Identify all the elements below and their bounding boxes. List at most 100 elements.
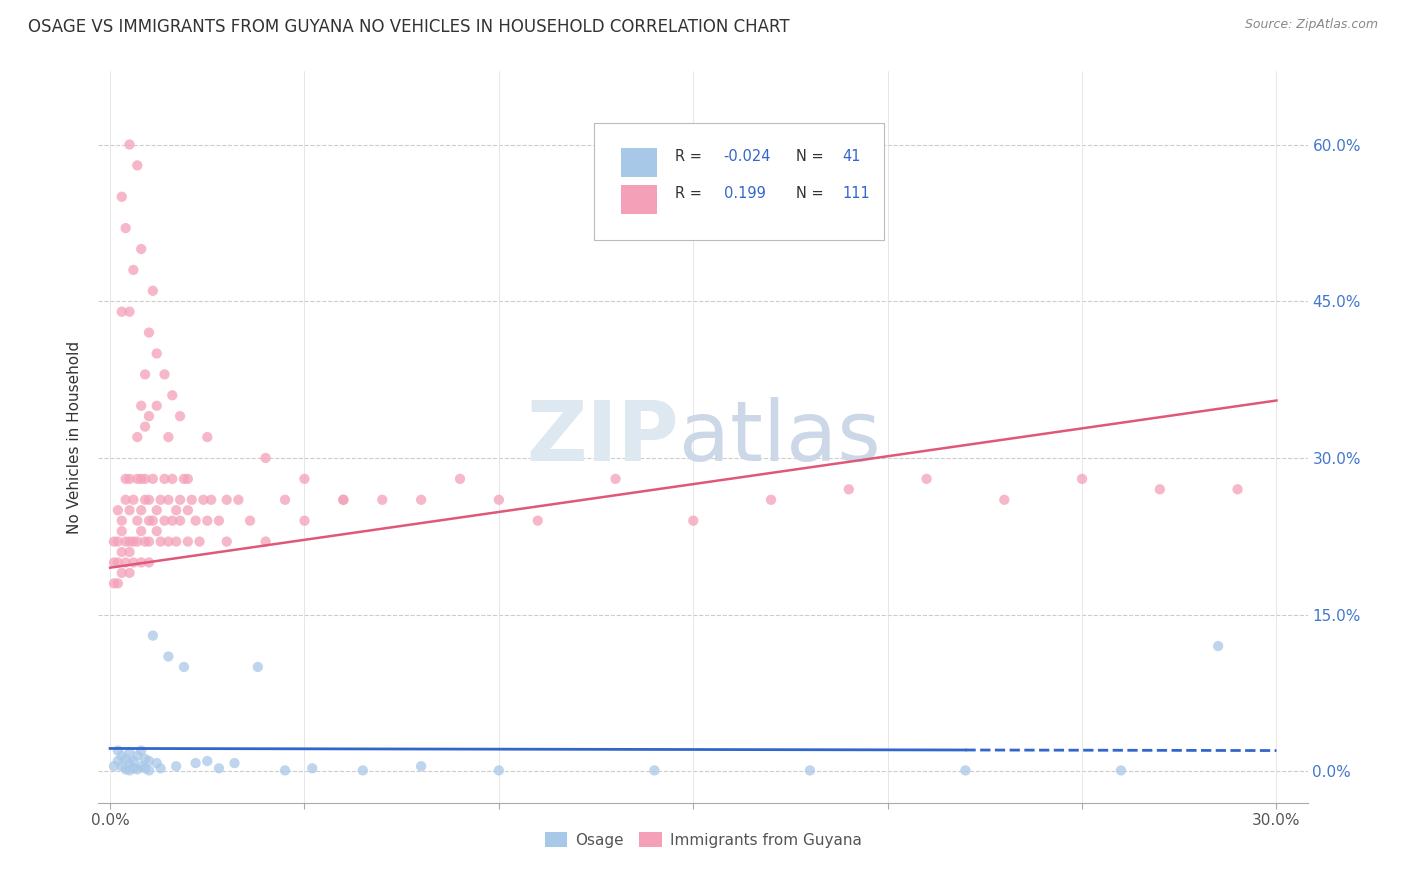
Text: N =: N = <box>796 186 824 201</box>
Point <box>643 764 665 778</box>
Point <box>1071 472 1094 486</box>
Point <box>352 764 374 778</box>
Point <box>153 368 176 382</box>
Point <box>134 761 156 775</box>
Point <box>145 346 167 360</box>
FancyBboxPatch shape <box>621 185 657 214</box>
Point <box>129 759 152 773</box>
Point <box>127 534 149 549</box>
FancyBboxPatch shape <box>621 148 657 178</box>
Point <box>526 514 548 528</box>
Point <box>488 764 510 778</box>
Point <box>142 629 165 643</box>
Point <box>127 158 149 172</box>
Point <box>838 483 860 497</box>
Text: 0.199: 0.199 <box>724 186 765 201</box>
Text: 111: 111 <box>842 186 870 201</box>
Point <box>1109 764 1132 778</box>
Point <box>114 752 136 766</box>
Point <box>195 514 218 528</box>
Point <box>759 492 782 507</box>
Point <box>138 534 160 549</box>
Point <box>165 503 187 517</box>
Point <box>134 752 156 766</box>
Point <box>208 514 231 528</box>
Point <box>122 492 145 507</box>
Text: R =: R = <box>675 150 702 164</box>
Point <box>153 472 176 486</box>
Point <box>157 430 180 444</box>
Point <box>254 450 277 465</box>
Point <box>274 764 297 778</box>
Point <box>169 514 191 528</box>
Point <box>118 472 141 486</box>
Text: OSAGE VS IMMIGRANTS FROM GUYANA NO VEHICLES IN HOUSEHOLD CORRELATION CHART: OSAGE VS IMMIGRANTS FROM GUYANA NO VEHIC… <box>28 18 790 36</box>
Point <box>188 534 211 549</box>
Point <box>228 492 250 507</box>
Point <box>142 472 165 486</box>
Point <box>799 764 821 778</box>
Point <box>111 514 134 528</box>
Point <box>114 492 136 507</box>
Point <box>157 492 180 507</box>
Point <box>118 566 141 580</box>
Point <box>411 759 433 773</box>
Point <box>107 556 129 570</box>
Point <box>138 514 160 528</box>
Point <box>239 514 262 528</box>
Point <box>111 190 134 204</box>
Point <box>157 534 180 549</box>
Point <box>114 221 136 235</box>
FancyBboxPatch shape <box>595 122 884 240</box>
Point <box>488 492 510 507</box>
Point <box>122 263 145 277</box>
Point <box>127 748 149 763</box>
Point <box>915 472 938 486</box>
Point <box>605 472 627 486</box>
Point <box>103 556 125 570</box>
Point <box>169 492 191 507</box>
Point <box>301 761 323 775</box>
Point <box>682 514 704 528</box>
Point <box>111 545 134 559</box>
Point <box>134 492 156 507</box>
Text: -0.024: -0.024 <box>724 150 770 164</box>
Point <box>1226 483 1249 497</box>
Point <box>111 304 134 318</box>
Point <box>200 492 222 507</box>
Point <box>177 534 200 549</box>
Point <box>149 761 172 775</box>
Point <box>173 660 195 674</box>
Point <box>127 430 149 444</box>
Point <box>129 503 152 517</box>
Point <box>118 137 141 152</box>
Point <box>215 534 238 549</box>
Text: ZIP: ZIP <box>526 397 679 477</box>
Point <box>177 503 200 517</box>
Point <box>118 756 141 770</box>
Point <box>332 492 354 507</box>
Point <box>162 388 184 402</box>
Point <box>274 492 297 507</box>
Point <box>142 514 165 528</box>
Point <box>184 514 207 528</box>
Text: Source: ZipAtlas.com: Source: ZipAtlas.com <box>1244 18 1378 31</box>
Y-axis label: No Vehicles in Household: No Vehicles in Household <box>67 341 83 533</box>
Point <box>138 409 160 424</box>
Point <box>411 492 433 507</box>
Point <box>129 242 152 256</box>
Point <box>955 764 977 778</box>
Point <box>134 534 156 549</box>
Text: atlas: atlas <box>679 397 880 477</box>
Point <box>138 754 160 768</box>
Point <box>215 492 238 507</box>
Point <box>127 763 149 777</box>
Point <box>165 534 187 549</box>
Point <box>107 576 129 591</box>
Point <box>122 761 145 775</box>
Point <box>118 746 141 760</box>
Point <box>134 419 156 434</box>
Point <box>107 754 129 768</box>
Text: N =: N = <box>796 150 824 164</box>
Point <box>371 492 394 507</box>
